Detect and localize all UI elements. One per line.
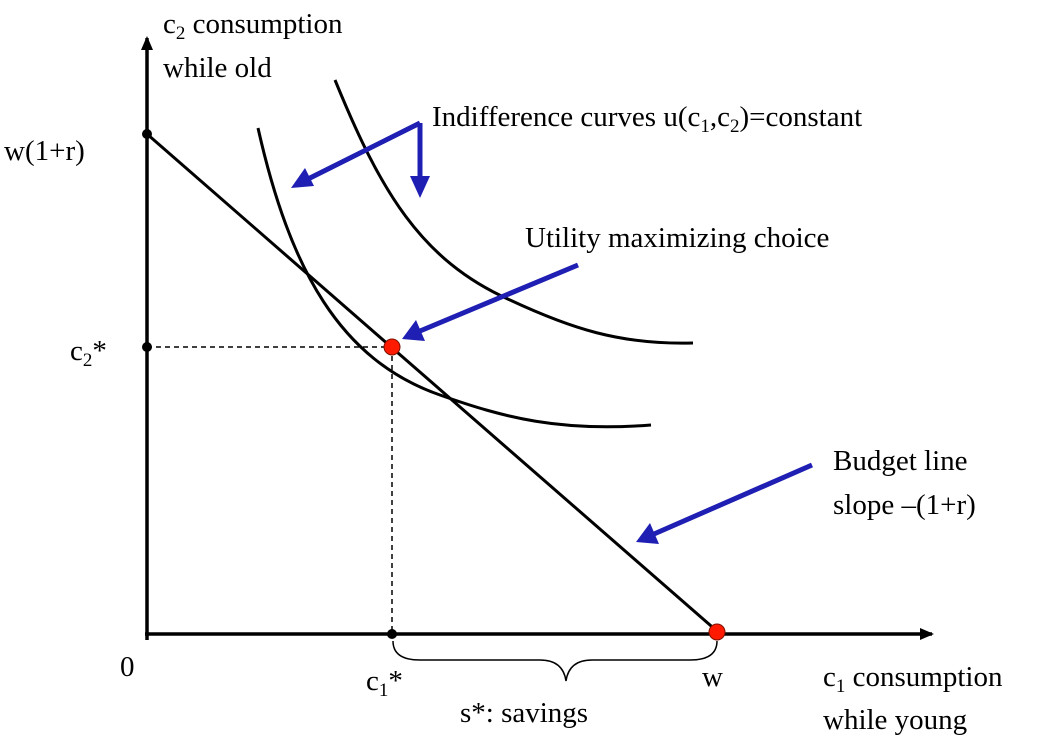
- indifference-curve-higher: [333, 79, 694, 345]
- utility-arrow: [402, 262, 579, 341]
- c2-star-dot: [142, 342, 152, 352]
- w-label: w: [702, 661, 723, 693]
- x-axis-label: c1 consumption: [823, 661, 1003, 697]
- indifference-arrows: [291, 120, 430, 198]
- utility-maximizing-label: Utility maximizing choice: [525, 222, 829, 254]
- origin-label: 0: [120, 651, 135, 683]
- budget-line: [146, 132, 719, 634]
- optimal-choice-point: [383, 338, 401, 356]
- c2-star-label: c2*: [70, 335, 107, 371]
- budget-slope-label: slope –(1+r): [833, 489, 976, 521]
- budget-line-label: Budget line: [833, 445, 968, 477]
- c1-star-dot: [387, 629, 397, 639]
- y-intercept-label: w(1+r): [4, 135, 85, 167]
- c1-star-label: c1*: [366, 665, 403, 701]
- y-axis-label: c2 consumption: [163, 8, 343, 44]
- indifference-curve-tangent: [256, 127, 652, 429]
- x-axis-label-line2: while young: [823, 704, 967, 736]
- budget-arrow: [636, 462, 814, 544]
- savings-label: s*: savings: [460, 697, 588, 729]
- y-axis-label-line2: while old: [163, 52, 272, 84]
- w-point: [708, 623, 726, 641]
- indifference-curves-label: Indifference curves u(c1,c2)=constant: [432, 101, 862, 137]
- savings-brace: [392, 640, 718, 682]
- y-intercept-dot: [142, 129, 152, 139]
